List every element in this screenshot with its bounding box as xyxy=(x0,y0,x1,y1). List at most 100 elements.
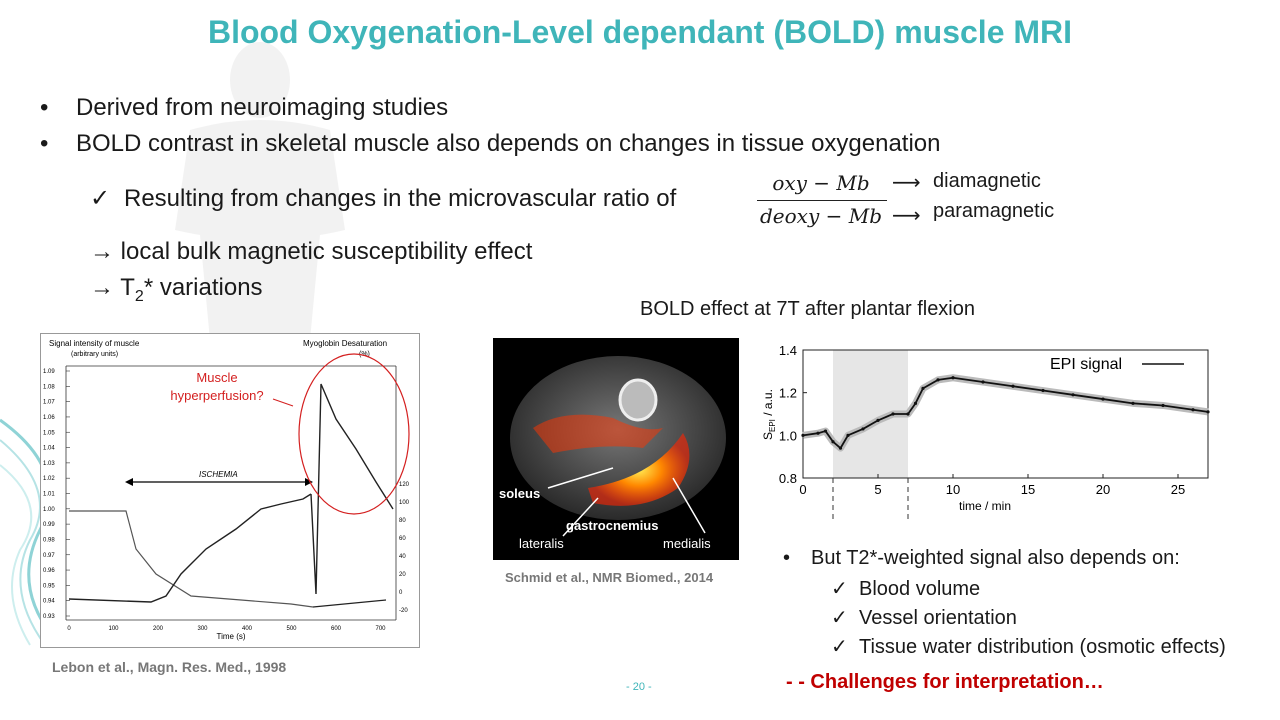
right-item-1-text: Blood volume xyxy=(859,578,981,600)
epi-legend-box xyxy=(1018,354,1204,374)
epi-x-tick-label: 5 xyxy=(874,482,881,497)
epi-data-point xyxy=(1191,408,1195,412)
bold-effect-caption: BOLD effect at 7T after plantar flexion xyxy=(640,298,975,320)
bullet-symbol: • xyxy=(40,130,49,157)
mri-bone xyxy=(618,378,658,422)
right-item-1: ✓ Blood volume xyxy=(831,576,980,601)
lebon-x-tick-label: 0 xyxy=(67,626,71,632)
bullet-symbol: • xyxy=(40,94,49,121)
epi-data-point xyxy=(936,378,940,382)
lebon-y-tick-label: 0.98 xyxy=(43,537,55,543)
epi-data-point xyxy=(1101,397,1105,401)
epi-ylabel-main: S xyxy=(761,432,775,440)
lebon-desaturation-curve xyxy=(68,493,312,603)
epi-data-point xyxy=(1131,401,1135,405)
hyperperfusion-ellipse xyxy=(298,353,410,515)
epi-data-point xyxy=(876,418,880,422)
lebon-right-tick-label: 100 xyxy=(399,500,410,506)
right-item-2-text: Vessel orientation xyxy=(859,607,1017,629)
epi-data-point xyxy=(823,429,828,433)
lebon-y-tick-label: 1.08 xyxy=(43,384,55,390)
lebon-signal-curve xyxy=(69,510,314,608)
slide-title: Blood Oxygenation-Level dependant (BOLD)… xyxy=(207,14,1073,50)
denominator-arrow: ⟶ xyxy=(892,205,921,227)
background-figure xyxy=(175,42,345,340)
annotation-pointer xyxy=(272,398,294,407)
lebon-y-tick-label: 1.06 xyxy=(43,415,55,421)
lebon-right-tick-label: 0 xyxy=(399,590,403,596)
lebon-plot: Signal intensity of muscle (arbitrary un… xyxy=(43,339,410,641)
right-heading-text: But T2*-weighted signal also depends on: xyxy=(811,547,1180,569)
effect-1: → local bulk magnetic susceptibility eff… xyxy=(90,238,532,266)
sub-check-item: ✓ Resulting from changes in the microvasc… xyxy=(90,184,676,213)
lebon-xlabel: Time (s) xyxy=(216,632,245,641)
lebon-x-ticks: 0 100 200 300 400 500 600 700 xyxy=(67,626,386,632)
effect-1-text: local bulk magnetic susceptibility effec… xyxy=(120,238,533,265)
lebon-y-tick-label: 1.03 xyxy=(43,461,55,467)
lebon-x-tick-label: 400 xyxy=(242,626,253,632)
epi-ylabel-suffix: / a.u. xyxy=(761,389,775,419)
gastrocnemius-label: gastrocnemius xyxy=(566,518,658,533)
fraction-numerator: oxy − Mb xyxy=(772,171,870,195)
effect-1-prefix: → xyxy=(90,238,121,265)
epi-x-tick-label: 15 xyxy=(1021,482,1035,497)
lebon-y-tick-label: 0.97 xyxy=(43,553,55,559)
soleus-pointer xyxy=(547,467,614,489)
lebon-y-tick-label: 1.02 xyxy=(43,476,55,482)
bullet-2-text: BOLD contrast in skeletal muscle also de… xyxy=(76,130,941,157)
challenge-text: - - Challenges for interpretation… xyxy=(786,671,1104,693)
fraction-denominator: deoxy − Mb xyxy=(759,204,882,228)
lebon-ylabel-line1: Signal intensity of muscle xyxy=(49,339,140,348)
epi-data-point xyxy=(921,386,925,390)
check-icon: ✓ xyxy=(90,185,111,212)
bullet-1: • Derived from neuroimaging studies xyxy=(40,94,448,122)
check-icon: ✓ xyxy=(831,636,848,658)
bullet-2: • BOLD contrast in skeletal muscle also d… xyxy=(40,130,941,158)
lebon-right-ticks: 120 100 80 60 40 20 0 -20 xyxy=(399,482,410,614)
epi-data-point xyxy=(1071,393,1075,397)
medialis-label: medialis xyxy=(663,536,711,551)
lebon-y-tick-label: 1.05 xyxy=(43,430,55,436)
lebon-right-tick-label: 60 xyxy=(399,536,406,542)
right-item-3: ✓ Tissue water distribution (osmotic effe… xyxy=(831,634,1226,659)
epi-chart-svg: 0 5 10 15 20 25 0.8 1.0 1.2 1.4 EPI signal time /… xyxy=(761,343,1210,520)
paramagnetic-label: paramagnetic xyxy=(933,200,1055,222)
lebon-x-tick-label: 600 xyxy=(331,626,342,632)
diamagnetic-label: diamagnetic xyxy=(933,170,1041,192)
epi-legend-label: EPI signal xyxy=(1050,356,1122,373)
epi-data-point xyxy=(1041,388,1045,393)
ischemia-label: ISCHEMIA xyxy=(199,470,238,479)
right-item-2: ✓ Vessel orientation xyxy=(831,605,1017,630)
epi-data-point xyxy=(1011,384,1015,388)
lateralis-pointer xyxy=(562,497,599,537)
medialis-pointer xyxy=(672,477,706,534)
epi-data-point xyxy=(816,431,820,435)
epi-y-tick-label: 0.8 xyxy=(779,471,797,486)
lebon-y-tick-label: 1.04 xyxy=(43,446,55,452)
lebon-y-ticks: 1.09 1.08 1.07 1.06 1.05 1.04 1.03 1.02 1.01 1.00… xyxy=(43,369,70,620)
mri-svg: soleus gastrocnemius lateralis medialis xyxy=(499,356,726,551)
ischemia-arrow-left-head xyxy=(125,478,133,486)
lebon-y-tick-label: 0.96 xyxy=(43,568,55,574)
epi-data-point xyxy=(838,446,843,450)
epi-data-point xyxy=(981,380,985,384)
fraction-line xyxy=(757,200,887,201)
lebon-right-tick-label: 20 xyxy=(399,572,406,578)
ref-schmid: Schmid et al., NMR Biomed., 2014 xyxy=(505,570,714,585)
right-bullet-symbol: • xyxy=(783,547,791,569)
epi-data-point xyxy=(1161,403,1165,408)
epi-x-tick-label: 20 xyxy=(1096,482,1110,497)
effect-2-text: * variations xyxy=(143,274,263,301)
lebon-figure: Signal intensity of muscle (arbitrary un… xyxy=(40,333,420,648)
lebon-y-tick-label: 1.09 xyxy=(43,369,55,375)
epi-ylabel-sub: EPI xyxy=(768,419,777,432)
lebon-y-tick-label: 0.99 xyxy=(43,522,55,528)
mri-activation-gastrocnemius xyxy=(588,433,690,506)
epi-data-point xyxy=(846,433,850,437)
check-icon: ✓ xyxy=(831,578,848,600)
epi-xlabel: time / min xyxy=(959,499,1011,513)
ischemia-arrow-right-head xyxy=(305,478,313,486)
lebon-baseline-curve xyxy=(312,599,387,608)
effect-2: → T2* variations xyxy=(90,274,263,306)
numerator-arrow: ⟶ xyxy=(892,172,921,194)
